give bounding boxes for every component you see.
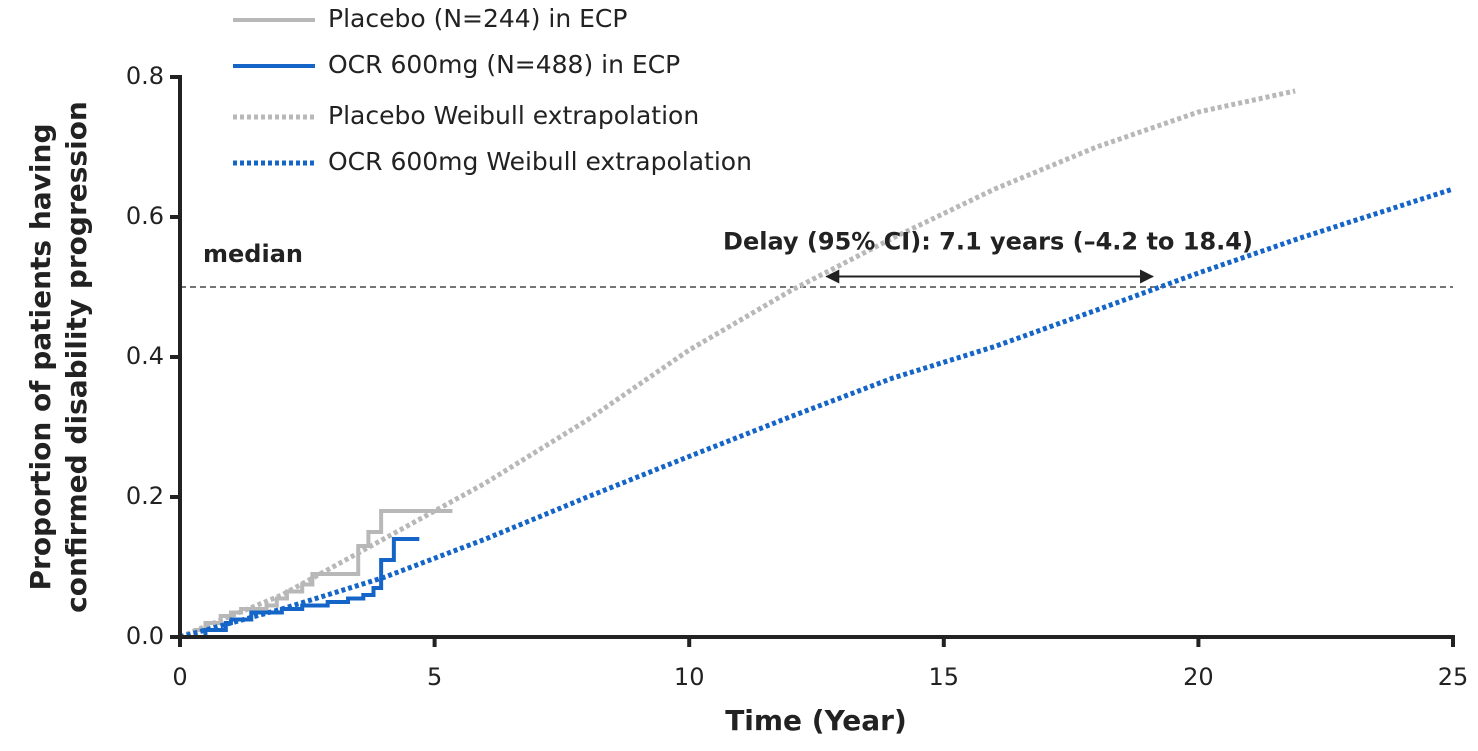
x-tick-label: 15: [929, 663, 960, 691]
x-tick-label: 20: [1183, 663, 1214, 691]
series-line: [180, 537, 420, 639]
series-line: [179, 186, 1454, 640]
x-tick-label: 25: [1438, 663, 1469, 691]
legend-label: OCR 600mg Weibull extrapolation: [328, 147, 752, 176]
delay-label: Delay (95% CI): 7.1 years (–4.2 to 18.4): [723, 228, 1253, 256]
legend-label: Placebo (N=244) in ECP: [328, 4, 627, 33]
y-axis-label: confirmed disability progression: [60, 101, 93, 613]
legend-label: OCR 600mg (N=488) in ECP: [328, 50, 680, 79]
median-label: median: [203, 240, 303, 268]
x-axis-label: Time (Year): [725, 704, 907, 737]
x-tick-label: 10: [674, 663, 705, 691]
y-axis-label: Proportion of patients having: [24, 123, 57, 590]
y-tick-label: 0.6: [126, 202, 164, 230]
series-line: [179, 88, 1296, 640]
y-tick-label: 0.0: [126, 622, 164, 650]
y-tick-label: 0.8: [126, 62, 164, 90]
x-tick-label: 0: [172, 663, 187, 691]
x-tick-label: 5: [427, 663, 442, 691]
legend-label: Placebo Weibull extrapolation: [328, 101, 699, 130]
y-tick-label: 0.2: [126, 482, 164, 510]
y-tick-label: 0.4: [126, 342, 164, 370]
